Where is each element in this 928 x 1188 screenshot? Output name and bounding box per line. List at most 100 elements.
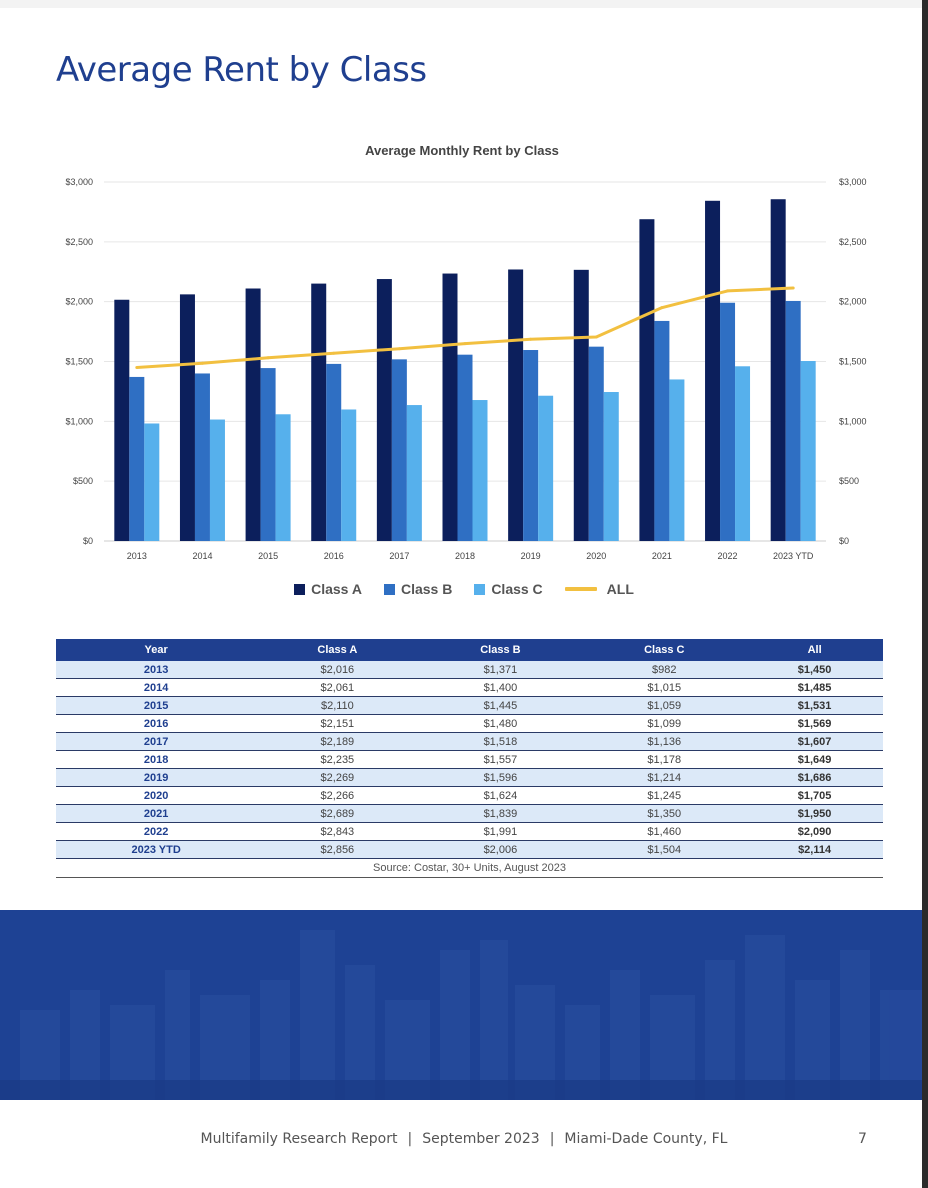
footer-date: September 2023 [422,1131,540,1147]
bar-class-b [720,302,736,541]
bar-class-a [442,273,458,541]
table-cell: $2,689 [256,804,419,823]
bar-class-b [523,350,539,541]
table-header-cell: Year [56,639,257,661]
x-tick-label: 2022 [718,551,738,561]
table-cell: $1,480 [418,714,583,733]
legend-swatch [564,587,597,591]
table-cell: $1,705 [746,786,883,805]
table-year-cell: 2023 YTD [56,840,257,859]
y-tick-label-right: $500 [839,476,859,486]
table-cell: $1,136 [582,732,747,751]
y-tick-label-left: $2,000 [65,297,93,307]
bar-class-b [654,320,670,541]
table-source-row: Source: Costar, 30+ Units, August 2023 [56,858,883,878]
table-row: 2014 $2,061 $1,400 $1,015 $1,485 [56,678,883,697]
legend-label: Class C [491,581,543,597]
table-row: 2020 $2,266 $1,624 $1,245 $1,705 [56,786,883,805]
bar-class-a [245,288,261,541]
table-cell: $1,991 [418,822,583,841]
bar-class-c [735,366,751,541]
line-point [660,306,664,310]
table-row: 2013 $2,016 $1,371 $982 $1,450 [56,661,883,679]
table-row: 2015 $2,110 $1,445 $1,059 $1,531 [56,696,883,715]
bar-class-c [144,423,160,541]
legend-label: ALL [606,581,634,597]
table-cell: $1,059 [582,696,747,715]
table-cell: $1,531 [746,696,883,715]
chart-legend: Class A Class B Class C ALL [0,581,928,597]
y-tick-label-right: $1,500 [839,357,867,367]
page-title: Average Rent by Class [56,50,427,90]
table-cell: $2,843 [256,822,419,841]
table-cell: $1,950 [746,804,883,823]
table-cell: $2,856 [256,840,419,859]
table-row: 2023 YTD $2,856 $2,006 $1,504 $2,114 [56,840,883,859]
y-tick-label-left: $3,000 [65,177,93,187]
table-cell: $1,518 [418,732,583,751]
table-cell: $1,607 [746,732,883,751]
table-header-cell: Class B [418,639,583,661]
line-point [397,347,401,351]
table-cell: $1,445 [418,696,583,715]
x-tick-label: 2019 [521,551,541,561]
y-tick-label-left: $0 [83,536,93,546]
table-cell: $1,371 [418,661,583,679]
table-cell: $2,269 [256,768,419,787]
table-row: 2022 $2,843 $1,991 $1,460 $2,090 [56,822,883,841]
bar-class-c [472,400,488,541]
line-point [594,335,598,339]
table-cell: $1,214 [582,768,747,787]
y-tick-label-right: $0 [839,536,849,546]
table-cell: $1,686 [746,768,883,787]
table-cell: $1,624 [418,786,583,805]
table-row: 2017 $2,189 $1,518 $1,136 $1,607 [56,732,883,751]
line-point [529,337,533,341]
table-cell: $1,504 [582,840,747,859]
table-row: 2021 $2,689 $1,839 $1,350 $1,950 [56,804,883,823]
bar-class-a [376,279,392,541]
x-tick-label: 2014 [192,551,212,561]
table-cell: $1,839 [418,804,583,823]
footer: Multifamily Research Report | September 20… [0,1131,928,1147]
table-source-note: Source: Costar, 30+ Units, August 2023 [56,858,883,878]
table-cell: $2,090 [746,822,883,841]
legend-item: Class A [294,581,362,597]
y-tick-label-right: $2,500 [839,237,867,247]
table-cell: $2,266 [256,786,419,805]
bar-class-a [770,199,786,541]
page-top-shade [0,0,922,8]
table-header-cell: Class C [582,639,747,661]
table-cell: $982 [582,661,747,679]
y-tick-label-right: $1,000 [839,416,867,426]
bar-class-b [391,359,407,541]
bar-class-a [705,200,721,541]
table-cell: $2,016 [256,661,419,679]
y-tick-label-left: $2,500 [65,237,93,247]
x-tick-label: 2013 [127,551,147,561]
rent-table: Year Class A Class B Class C All 2013 $2,016 $… [56,639,883,878]
table-year-cell: 2015 [56,696,257,715]
table-year-cell: 2018 [56,750,257,769]
x-tick-label: 2015 [258,551,278,561]
table-year-cell: 2013 [56,661,257,679]
line-point [200,361,204,365]
x-tick-label: 2016 [324,551,344,561]
table-cell: $2,006 [418,840,583,859]
table-header-row: Year Class A Class B Class C All [56,639,883,661]
bar-class-b [194,373,210,541]
table-cell: $1,400 [418,678,583,697]
city-skyline-banner [0,910,922,1100]
table-header-cell: All [746,639,883,661]
legend-label: Class B [400,581,453,597]
table-cell: $2,114 [746,840,883,859]
x-tick-label: 2017 [389,551,409,561]
bar-class-b [326,363,342,541]
bar-class-b [457,354,473,541]
table-cell: $1,596 [418,768,583,787]
table-cell: $2,061 [256,678,419,697]
skyline-image [0,930,922,1100]
line-point [266,356,270,360]
line-point [332,351,336,355]
y-tick-label-right: $2,000 [839,297,867,307]
